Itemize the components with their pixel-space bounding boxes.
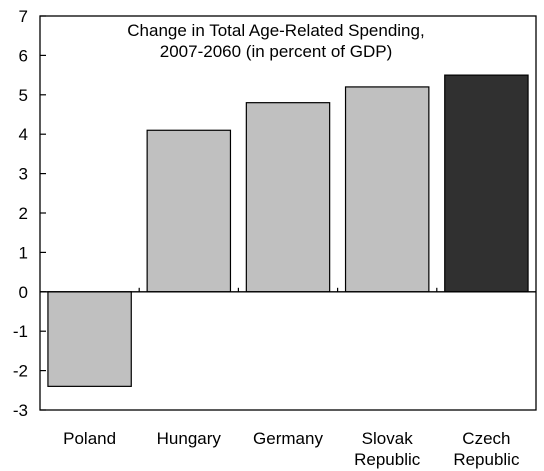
category-label: Slovak [362, 429, 414, 448]
x-axis-labels: Poland Hungary Germany Slovak Republic Czech R… [63, 429, 520, 469]
bar-germany [245, 102, 331, 293]
y-tick-label: -1 [13, 322, 28, 341]
chart-title-line: 2007-2060 (in percent of GDP) [160, 42, 392, 61]
y-tick-label: -3 [13, 401, 28, 420]
chart-title: Change in Total Age-Related Spending, 200… [127, 21, 424, 61]
y-tick-label: 7 [19, 7, 28, 26]
category-label: Republic [354, 450, 421, 469]
y-axis: -3 -2 -1 0 1 2 3 4 5 6 7 [13, 7, 46, 420]
bars [47, 74, 529, 387]
y-tick-label: 0 [19, 283, 28, 302]
category-label: Hungary [157, 429, 222, 448]
category-label: Czech [462, 429, 510, 448]
chart-title-line: Change in Total Age-Related Spending, [127, 21, 424, 40]
y-tick-label: 5 [19, 86, 28, 105]
y-tick-label: -2 [13, 362, 28, 381]
y-tick-label: 2 [19, 204, 28, 223]
bar-slovak-republic [344, 86, 430, 293]
y-tick-label: 1 [19, 243, 28, 262]
bar-hungary [146, 129, 232, 293]
category-label: Republic [453, 450, 520, 469]
y-tick-label: 4 [19, 125, 28, 144]
category-label: Poland [63, 429, 116, 448]
category-label: Germany [253, 429, 323, 448]
bar-poland [47, 291, 132, 387]
y-tick-label: 6 [19, 46, 28, 65]
y-tick-label: 3 [19, 165, 28, 184]
bar-czech-republic [444, 74, 529, 293]
zero-line [40, 287, 536, 293]
